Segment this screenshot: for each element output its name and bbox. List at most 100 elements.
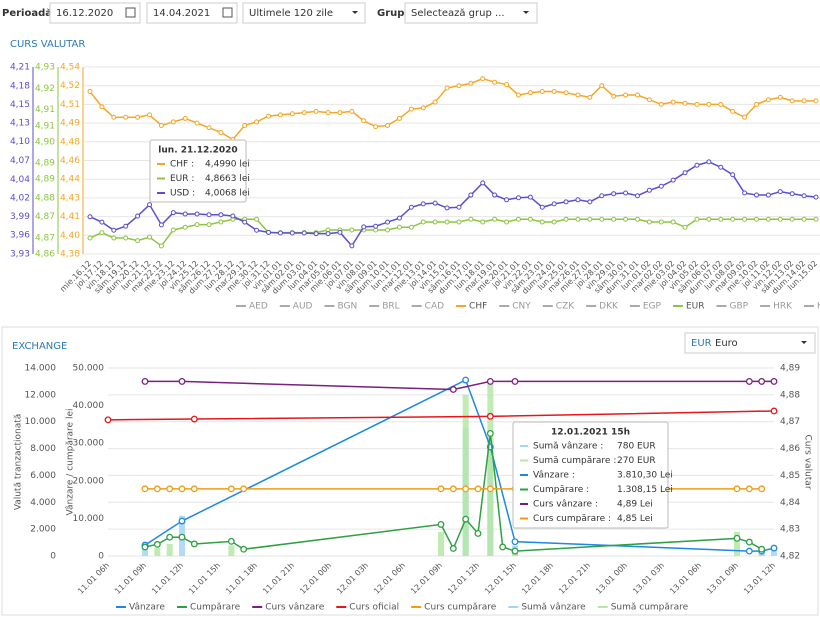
point	[511, 547, 519, 555]
x-tick-label: 11.01 15h	[187, 561, 222, 596]
point	[682, 224, 688, 230]
point	[432, 200, 438, 206]
x-tick-label: 12.01 03h	[335, 561, 370, 596]
point	[730, 172, 736, 178]
y-tick-label: 3,96	[10, 231, 30, 241]
point	[745, 485, 753, 493]
point	[227, 537, 235, 545]
y-tick-label: 4,89	[35, 175, 55, 185]
calendar-icon[interactable]	[125, 7, 136, 18]
point	[499, 543, 507, 551]
point	[486, 412, 494, 420]
start-date-input[interactable]	[49, 2, 141, 24]
point	[634, 92, 640, 98]
series-line	[89, 77, 816, 141]
point	[468, 192, 474, 198]
point	[706, 216, 712, 222]
y-tick-label: 4,86	[35, 250, 55, 260]
point	[515, 92, 521, 98]
bar	[154, 547, 161, 556]
period-label: Perioadă:	[2, 8, 56, 19]
point	[480, 76, 486, 82]
point	[178, 485, 186, 493]
point	[349, 227, 355, 233]
point	[462, 515, 470, 523]
point	[492, 216, 498, 222]
point	[218, 212, 224, 218]
point	[373, 223, 379, 229]
point	[456, 83, 462, 89]
tooltip-label: CHF :	[170, 160, 194, 170]
axis-title: Curs valutar	[803, 434, 813, 489]
point	[178, 533, 186, 541]
point	[480, 180, 486, 186]
point	[539, 89, 545, 95]
y-tick-label: 4,89	[35, 159, 55, 169]
y-tick-label: 4,54	[60, 63, 80, 73]
point	[135, 114, 141, 120]
y-tick-label: 4,41	[60, 212, 80, 222]
y-tick-label: 12.000	[25, 390, 57, 400]
point	[563, 216, 569, 222]
point	[706, 101, 712, 107]
point	[575, 92, 581, 98]
axis-title: Vânzare / cumpărare lei	[66, 408, 76, 515]
point	[770, 377, 778, 385]
bar	[166, 543, 173, 556]
currency-select[interactable]	[684, 332, 816, 354]
x-tick-label: 11.01 09h	[113, 561, 148, 596]
point	[194, 222, 200, 228]
point	[474, 485, 482, 493]
point	[611, 216, 617, 222]
point	[99, 219, 105, 225]
point	[646, 219, 652, 225]
point	[242, 219, 248, 225]
point	[449, 485, 457, 493]
point	[486, 377, 494, 385]
legend-entry: Sumă vânzare	[521, 603, 586, 613]
tooltip-label: Curs cumpărare :	[533, 514, 611, 524]
range-select[interactable]	[242, 2, 366, 24]
point	[349, 108, 355, 114]
point	[135, 238, 141, 244]
point	[141, 377, 149, 385]
point	[539, 204, 545, 210]
tooltip-value: 1.308,15 Lei	[617, 485, 673, 495]
bar	[462, 394, 469, 556]
point	[313, 108, 319, 114]
end-date: 14.04.2021	[153, 8, 210, 19]
group-select[interactable]	[404, 2, 538, 24]
point	[240, 485, 248, 493]
y-tick-label: 4,87	[35, 212, 55, 222]
bar	[228, 545, 235, 556]
point	[254, 119, 260, 125]
point	[135, 213, 141, 219]
y-tick-label: 4,40	[60, 231, 80, 241]
point	[437, 485, 445, 493]
axis-title: Valută tranzacționată	[14, 414, 24, 511]
calendar-icon[interactable]	[222, 7, 233, 18]
legend-entry: BGN	[337, 302, 357, 312]
y-tick-label: 6.000	[30, 471, 56, 481]
point	[147, 202, 153, 208]
point	[742, 216, 748, 222]
y-tick-label: 4,04	[10, 175, 30, 185]
y-tick-label: 4,93	[35, 63, 55, 73]
legend-entry: EUR	[686, 302, 705, 312]
caret	[352, 11, 358, 14]
point	[141, 543, 149, 551]
end-date-input[interactable]	[146, 2, 238, 24]
point	[468, 216, 474, 222]
point	[758, 377, 766, 385]
y-tick-label: 40.000	[73, 401, 105, 411]
point	[123, 223, 129, 229]
point	[801, 193, 807, 199]
y-tick-label: 0	[98, 552, 104, 562]
bar	[487, 381, 494, 556]
y-tick-label: 50.000	[73, 364, 105, 374]
tooltip	[512, 421, 669, 529]
y-tick-label: 20.000	[73, 476, 105, 486]
y-tick-label: 4,92	[35, 84, 55, 94]
point	[527, 194, 533, 200]
point	[87, 89, 93, 95]
